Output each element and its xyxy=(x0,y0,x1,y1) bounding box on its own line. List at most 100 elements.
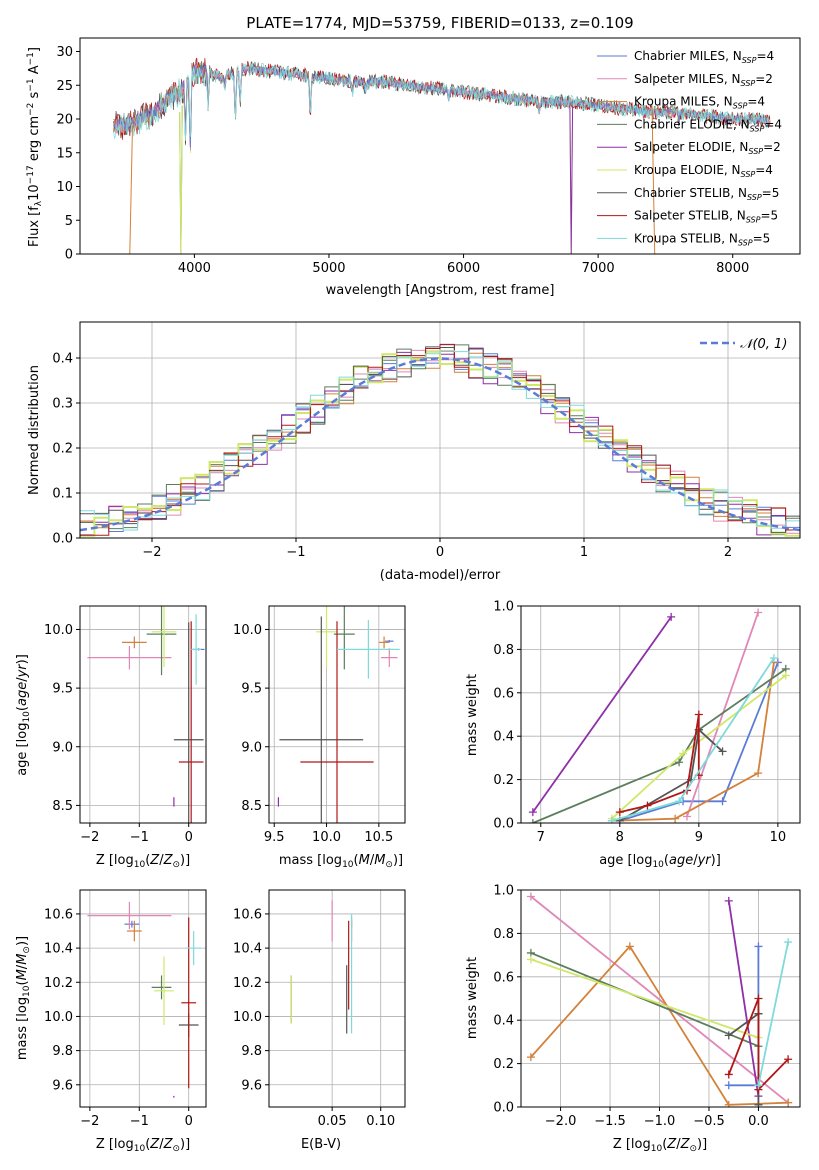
mass-vs-Z-plot-area xyxy=(80,890,206,1107)
y-tick-label: 9.6 xyxy=(241,1078,262,1093)
x-tick-label: 10.5 xyxy=(364,830,393,845)
weight-marker xyxy=(754,608,763,617)
weight-marker xyxy=(754,1081,763,1090)
weight-marker xyxy=(718,797,727,806)
weight-marker xyxy=(754,769,763,778)
errorbar-kroupa-stelib xyxy=(337,620,400,679)
x-tick-label: 0.0 xyxy=(748,1114,769,1129)
weight-marker xyxy=(724,1031,733,1040)
y-tick-label: 0.4 xyxy=(493,730,514,745)
x-tick-label: −0.5 xyxy=(693,1114,725,1129)
plot-content xyxy=(87,606,205,823)
y-tick-label: 5 xyxy=(65,214,73,229)
y-tick-label: 15 xyxy=(56,146,73,161)
axes-border xyxy=(520,605,801,824)
y-tick-label: 20 xyxy=(56,113,73,128)
y-tick-label: 1.0 xyxy=(493,884,514,899)
residuals-x-label: (data-model)/error xyxy=(380,568,501,583)
weight-line xyxy=(757,941,789,1086)
errorbar-kroupa-stelib xyxy=(191,614,202,685)
weight-marker xyxy=(682,812,691,821)
weight-marker xyxy=(754,942,763,951)
x-tick-label: 6000 xyxy=(447,261,480,276)
weight-vs-age-panel: age [log10(age/yr)] mass weight 7 8 9 10 0.0… xyxy=(465,600,801,870)
weight-line xyxy=(619,727,724,822)
x-tick-label: 0.10 xyxy=(366,1114,395,1129)
errorbar-kroupa-stelib xyxy=(186,931,202,966)
age-vs-mass-x-label: mass [log10(M/M⊙)] xyxy=(279,853,403,870)
x-tick-label: 9.5 xyxy=(264,830,285,845)
residuals-panel: (data-model)/error Normed distribution 𝒩… xyxy=(27,321,801,583)
y-tick-label: 10.4 xyxy=(44,942,73,957)
weight-vs-Z-y-label: mass weight xyxy=(465,957,480,1039)
x-tick-label: −1 xyxy=(130,1114,149,1129)
axes-border xyxy=(79,37,801,255)
mass-vs-EBV-plot-area xyxy=(269,890,405,1107)
histogram-kroupa-stelib xyxy=(80,350,800,531)
axes-border xyxy=(79,605,207,824)
weight-marker xyxy=(607,816,616,823)
y-tick-label: 10.2 xyxy=(233,976,262,991)
mass-vs-EBV-panel: E(B-V) 0.05 0.10 9.6 9.8 10.0 10.2 10.4 10.6 xyxy=(233,889,406,1152)
errorbar-chabrier-stelib xyxy=(279,616,364,823)
mass-vs-Z-y-label: mass [log10(M/M⊙)] xyxy=(15,936,32,1060)
weight-marker xyxy=(769,654,778,663)
legend-label: Salpeter ELODIE, NSSP=2 xyxy=(634,140,781,156)
x-tick-label: −1 xyxy=(286,545,305,560)
y-tick-label: 0.2 xyxy=(493,1057,514,1072)
legend-label: Chabrier STELIB, NSSP=5 xyxy=(634,186,779,202)
y-tick-label: 0 xyxy=(65,248,73,263)
plot-content xyxy=(528,608,790,823)
y-tick-label: 9.5 xyxy=(241,682,262,697)
legend-label: Chabrier ELODIE, NSSP=4 xyxy=(634,117,782,133)
y-tick-label: 9.8 xyxy=(241,1044,262,1059)
errorbar-salpeter-stelib xyxy=(178,621,204,823)
errorbar-salpeter-miles xyxy=(87,901,172,930)
y-tick-label: 8.5 xyxy=(52,799,73,814)
y-tick-label: 0.4 xyxy=(52,352,73,367)
weight-line xyxy=(619,662,779,822)
y-tick-label: 10.0 xyxy=(233,623,262,638)
x-tick-label: 7 xyxy=(537,830,545,845)
x-tick-label: −1.5 xyxy=(594,1114,626,1129)
x-tick-label: 9 xyxy=(695,830,703,845)
y-tick-label: 0.4 xyxy=(493,1014,514,1029)
spectrum-line-kroupa-stelib xyxy=(113,62,771,142)
weight-line xyxy=(727,998,789,1092)
spectrum-dropout xyxy=(651,105,658,254)
weight-series-salpeter-elodie xyxy=(528,612,676,817)
errorbar-salpeter-miles xyxy=(380,648,398,667)
x-tick-label: −1 xyxy=(130,830,149,845)
age-vs-mass-plot-area xyxy=(269,606,405,823)
y-tick-label: 9.0 xyxy=(241,740,262,755)
weight-series-kroupa-stelib xyxy=(754,938,793,1090)
y-tick-label: 1.0 xyxy=(493,600,514,615)
weight-marker xyxy=(526,892,535,901)
weight-line xyxy=(532,668,787,823)
y-tick-label: 10.0 xyxy=(233,1010,262,1025)
age-vs-Z-panel: Z [log10(Z/Z⊙)] age [log10(age/yr)] −2 −1… xyxy=(15,605,207,870)
errorbar-salpeter-stelib xyxy=(300,621,374,823)
errorbar-salpeter-elodie xyxy=(277,797,280,807)
x-tick-label: 8 xyxy=(616,830,624,845)
y-tick-label: 10.6 xyxy=(44,907,73,922)
y-tick-label: 10.2 xyxy=(44,976,73,991)
normal-legend-label: 𝒩(0, 1) xyxy=(740,337,787,352)
axes-border xyxy=(268,605,406,824)
axes-border xyxy=(79,889,207,1108)
age-vs-Z-y-label: age [log10(age/yr)] xyxy=(15,654,32,776)
residuals-plot-area xyxy=(80,322,800,539)
weight-vs-age-y-label: mass weight xyxy=(465,674,480,756)
weight-line xyxy=(727,900,760,1097)
errorbar-salpeter-miles xyxy=(87,645,172,670)
spectrum-dropout xyxy=(179,105,183,254)
y-tick-label: 30 xyxy=(56,45,73,60)
plot-content xyxy=(290,900,353,1034)
weight-marker xyxy=(724,1081,733,1090)
axes-border xyxy=(520,889,801,1108)
y-tick-label: 9.8 xyxy=(52,1044,73,1059)
x-tick-label: −2 xyxy=(142,545,161,560)
x-tick-label: 10.0 xyxy=(312,830,341,845)
weight-marker xyxy=(784,938,793,947)
mass-vs-Z-x-label: Z [log10(Z/Z⊙)] xyxy=(96,1137,190,1154)
